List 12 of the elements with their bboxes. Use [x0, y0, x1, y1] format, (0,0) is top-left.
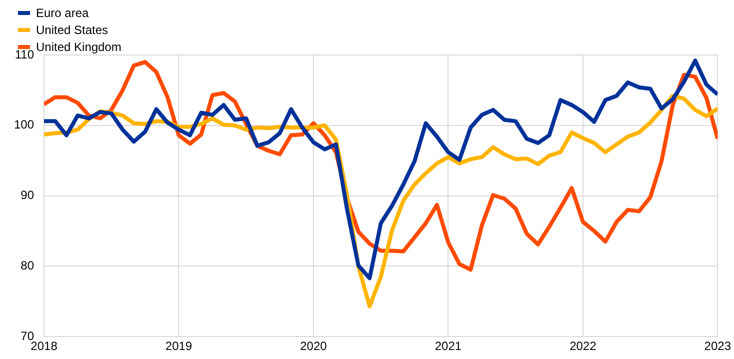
x-tick-label: 2021 — [434, 339, 462, 354]
x-tick-label: 2022 — [570, 339, 597, 354]
x-tick-label: 2020 — [300, 339, 328, 354]
y-tick-label: 90 — [20, 188, 34, 202]
y-tick-label: 100 — [14, 118, 34, 132]
legend-label: United Kingdom — [36, 40, 122, 54]
legend-label: Euro area — [36, 6, 89, 20]
x-tick-label: 2023 — [704, 339, 732, 354]
x-tick-label: 2019 — [165, 339, 192, 354]
y-tick-label: 80 — [20, 258, 34, 273]
y-tick-label: 110 — [14, 47, 34, 62]
legend-label: United States — [36, 22, 108, 36]
